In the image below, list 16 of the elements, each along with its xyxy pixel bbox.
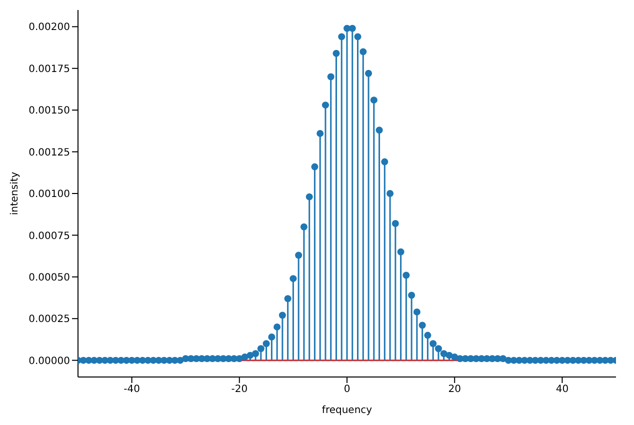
x-tick-label: -20 bbox=[231, 384, 248, 396]
y-tick-label: 0.00100 bbox=[28, 189, 70, 200]
x-tick-label: 0 bbox=[344, 384, 350, 396]
y-tick-label: 0.00175 bbox=[28, 64, 70, 75]
y-tick-label: 0.00075 bbox=[28, 230, 70, 242]
y-tick-label: 0.00050 bbox=[28, 272, 70, 284]
x-tick-label: -40 bbox=[124, 384, 140, 396]
x-axis-title: frequency bbox=[322, 405, 372, 416]
y-tick-label: 0.00025 bbox=[28, 314, 70, 326]
y-tick-label: 0.00000 bbox=[28, 356, 70, 367]
y-tick-label: 0.00200 bbox=[28, 22, 70, 34]
y-axis-title: intensity bbox=[10, 172, 21, 216]
x-tick-label: 20 bbox=[448, 384, 461, 396]
y-tick-label: 0.00125 bbox=[28, 147, 70, 158]
x-tick-label: 40 bbox=[556, 384, 569, 396]
y-tick-label: 0.00150 bbox=[28, 106, 70, 117]
